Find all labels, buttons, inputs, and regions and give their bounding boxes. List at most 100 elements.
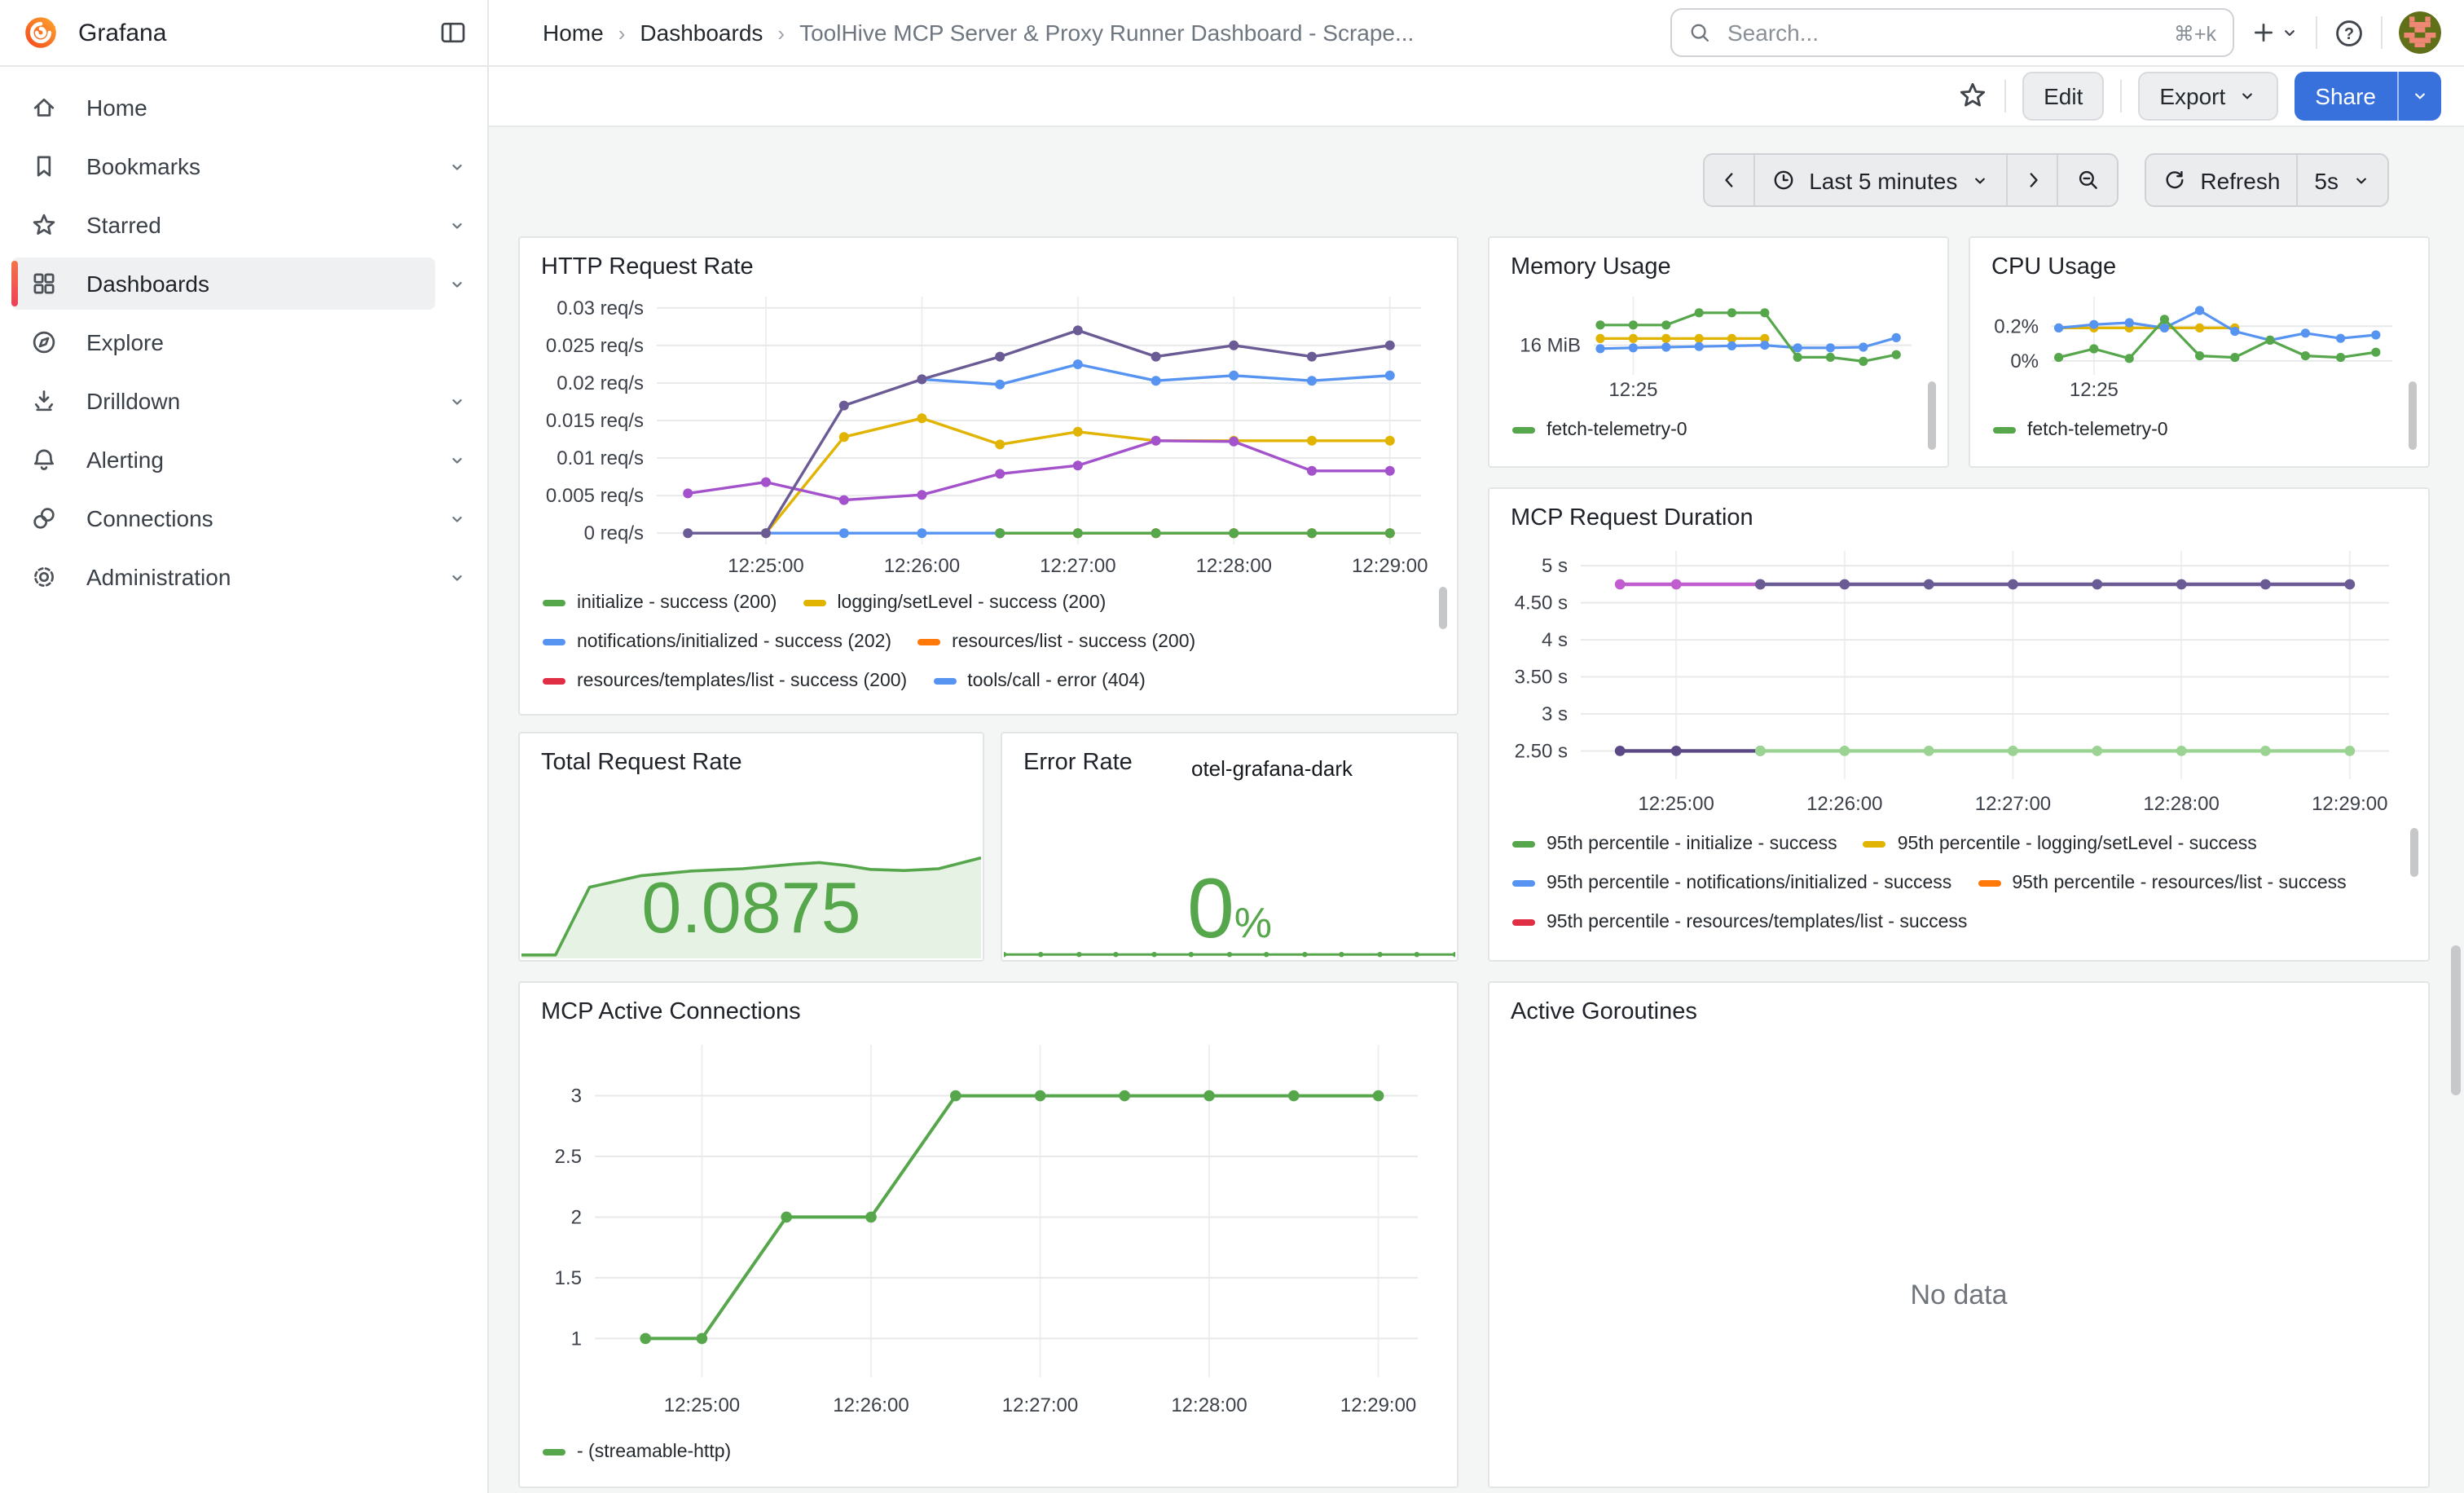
http-request-rate-chart[interactable]: 12:25:00 12:26:00 12:27:00 12:28:00 12:29:00… [536,287,1437,580]
sidebar-item-home[interactable]: Home [11,81,435,134]
sidebar-item-starred[interactable]: Starred [11,199,462,251]
export-button[interactable]: Export [2138,71,2278,120]
legend-item[interactable]: tools/call - error (404) [933,662,1146,701]
search-input[interactable]: ⌘+k [1670,8,2234,57]
panel-title[interactable]: Error Rate [1023,750,1133,776]
http-legend: initialize - success (200) logging/setLev… [543,584,1410,711]
panel-title[interactable]: Active Goroutines [1511,999,1697,1025]
share-button[interactable]: Share [2294,71,2441,120]
bell-icon [34,449,54,470]
legend-swatch [1863,841,1886,848]
svg-text:0.025 req/s: 0.025 req/s [546,335,644,357]
panel-title[interactable]: Total Request Rate [541,750,742,776]
time-range-picker[interactable]: Last 5 minutes [1753,155,2007,205]
legend-item[interactable]: tools/call - success (200) [543,701,783,711]
svg-text:12:29:00: 12:29:00 [1352,555,1428,577]
legend-item[interactable]: resources/list - success (200) [917,623,1195,662]
legend-item[interactable]: 95th percentile - initialize - success [1512,825,1837,864]
svg-text:1: 1 [571,1328,582,1350]
panel-title[interactable]: MCP Active Connections [541,999,801,1025]
refresh-button[interactable]: Refresh [2146,155,2297,205]
panel-title[interactable]: HTTP Request Rate [541,254,754,280]
search-field[interactable] [1724,18,2161,47]
legend-swatch [1993,427,2016,434]
gear-icon [34,567,54,587]
chevron-down-icon [2356,177,2366,183]
add-new-button[interactable] [2251,20,2299,46]
sidebar-toggle-icon[interactable] [438,18,468,47]
chevron-down-icon[interactable] [447,390,468,412]
legend-item[interactable]: unknown - success (200) [1071,701,1313,711]
svg-text:12:26:00: 12:26:00 [1806,793,1882,815]
svg-text:12:25:00: 12:25:00 [664,1394,740,1416]
sidebar-item-administration[interactable]: Administration [11,551,462,603]
legend-item[interactable]: 95th percentile - resources/list - succe… [1978,864,2347,903]
page-scrollbar[interactable] [2451,945,2461,1095]
legend-item[interactable]: resources/templates/list - success (200) [543,662,907,701]
breadcrumb-separator: › [777,20,785,45]
cpu-usage-chart[interactable]: 12:25 0.2% 0% [1983,284,2412,404]
grafana-logo-icon[interactable] [21,13,60,52]
time-shift-back-button[interactable] [1705,155,1754,205]
chevron-down-icon[interactable] [447,214,468,236]
breadcrumb-item[interactable]: Dashboards [640,20,763,46]
legend-scrollbar[interactable] [2410,828,2418,877]
share-label[interactable]: Share [2294,71,2397,120]
legend-item[interactable]: 95th percentile - resources/templates/li… [1512,903,1967,942]
divider [2381,16,2383,49]
user-avatar[interactable] [2399,11,2441,54]
chevron-down-icon[interactable] [447,273,468,294]
panel-title[interactable]: CPU Usage [1991,254,2117,280]
chevron-down-icon[interactable] [447,508,468,529]
panel-title[interactable]: MCP Request Duration [1511,505,1753,531]
legend-item[interactable]: - (streamable-http) [543,1433,731,1472]
mcp-request-duration-chart[interactable]: 12:25:00 12:26:00 12:27:00 12:28:00 12:29:00… [1506,538,2412,818]
memory-legend: fetch-telemetry-0 [1512,411,1910,453]
edit-button[interactable]: Edit [2022,71,2105,120]
svg-text:12:28:00: 12:28:00 [1171,1394,1247,1416]
legend-scrollbar[interactable] [2409,381,2417,450]
legend-item[interactable]: notifications/initialized - success (202… [543,623,891,662]
share-menu-button[interactable] [2397,71,2441,120]
error-rate-sparkline[interactable] [1004,936,1455,958]
clock-icon [1774,170,1793,190]
refresh-interval-picker[interactable]: 5s [2296,155,2387,205]
mcp-active-connections-chart[interactable]: 12:25:00 12:26:00 12:27:00 12:28:00 12:29:00… [536,1035,1441,1420]
legend-item[interactable]: initialize - success (200) [543,584,777,623]
svg-text:12:26:00: 12:26:00 [884,555,960,577]
legend-item[interactable]: logging/setLevel - success (200) [803,584,1106,623]
legend-scrollbar[interactable] [1439,587,1447,629]
legend-item[interactable]: fetch-telemetry-0 [1512,411,1687,450]
svg-text:5 s: 5 s [1542,555,1568,577]
sidebar-item-dashboards[interactable]: Dashboards [11,258,462,310]
chevron-down-icon[interactable] [447,566,468,588]
favorite-star-button[interactable] [1957,80,1988,111]
legend-item[interactable]: fetch-telemetry-0 [1993,411,2168,450]
chevron-down-icon[interactable] [447,449,468,470]
svg-text:4.50 s: 4.50 s [1515,592,1568,614]
sidebar-item-connections[interactable]: Connections [11,492,462,544]
error-rate-number: 0 [1186,862,1234,957]
sidebar-item-alerting[interactable]: Alerting [11,434,462,486]
legend-item[interactable]: 95th percentile - logging/setLevel - suc… [1863,825,2257,864]
legend-scrollbar[interactable] [1928,381,1936,450]
svg-text:0.03 req/s: 0.03 req/s [557,297,644,319]
legend-item[interactable]: tools/list - success (200) [809,701,1045,711]
svg-text:12:25:00: 12:25:00 [728,555,803,577]
refresh-interval-label: 5s [2314,167,2339,193]
zoom-out-icon [2079,170,2097,189]
sidebar-item-label: Alerting [86,447,164,473]
time-shift-forward-button[interactable] [2006,155,2057,205]
sidebar-item-drilldown[interactable]: Drilldown [11,375,462,427]
cpu-legend: fetch-telemetry-0 [1993,411,2391,453]
total-request-rate-sparkline[interactable] [521,831,981,958]
breadcrumb-item[interactable]: Home [543,20,604,46]
legend-item[interactable]: 95th percentile - notifications/initiali… [1512,864,1951,903]
sidebar-item-explore[interactable]: Explore [11,316,435,368]
chevron-down-icon[interactable] [447,156,468,177]
memory-usage-chart[interactable]: 12:25 16 MiB [1503,284,1931,404]
zoom-out-button[interactable] [2057,155,2118,205]
help-button[interactable]: ? [2334,17,2365,48]
panel-title[interactable]: Memory Usage [1511,254,1671,280]
sidebar-item-bookmarks[interactable]: Bookmarks [11,140,462,192]
